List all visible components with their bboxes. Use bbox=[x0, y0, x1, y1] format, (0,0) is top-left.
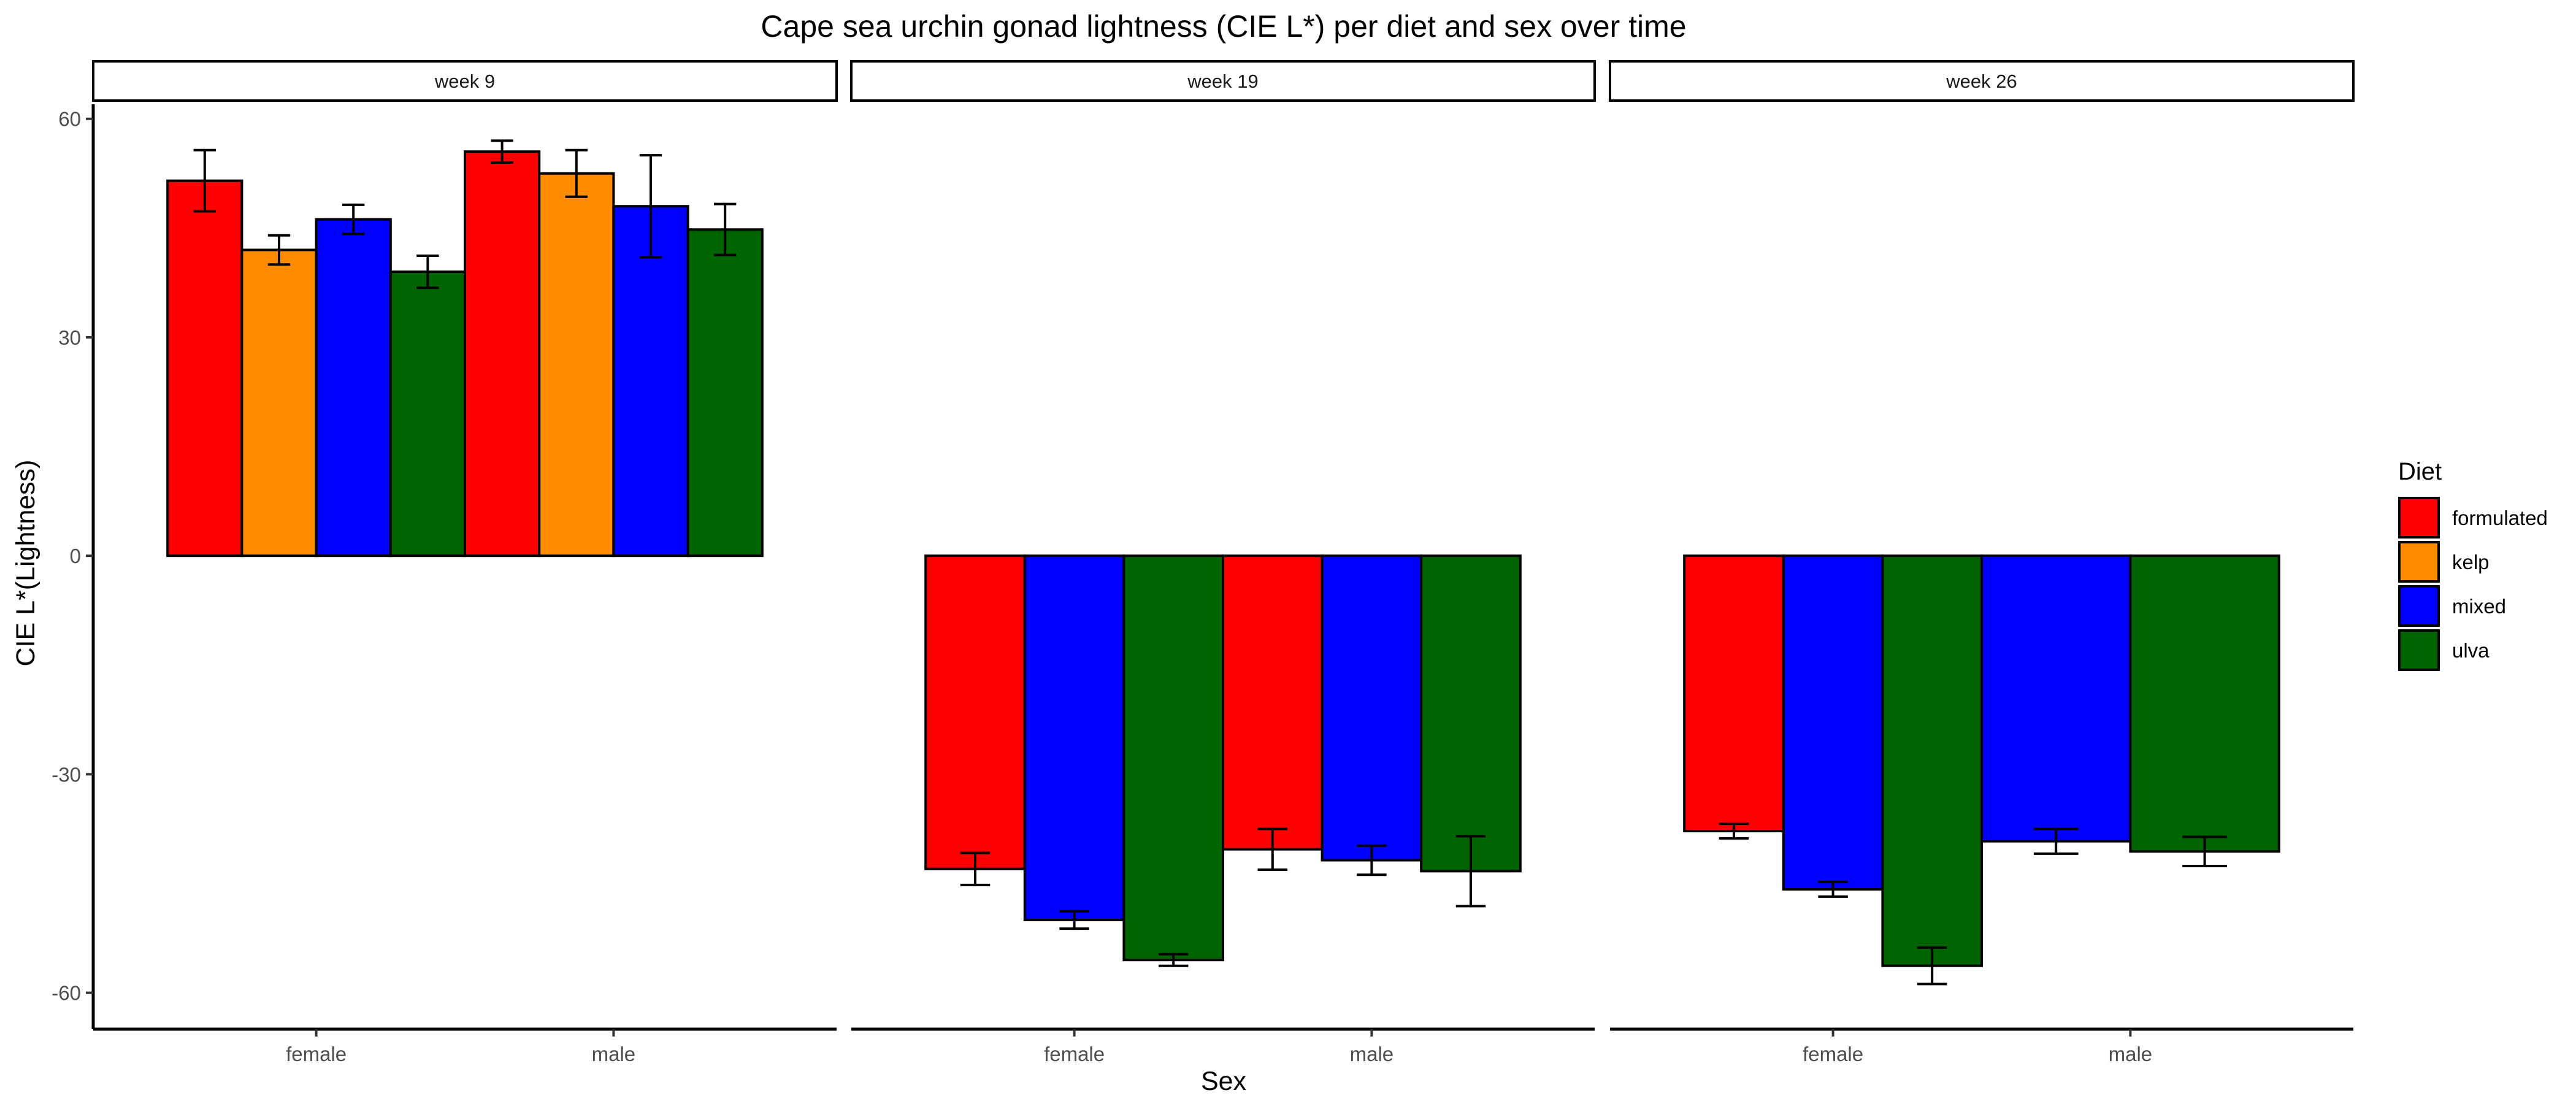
bar-male-ulva bbox=[686, 228, 764, 558]
legend-label-mixed: mixed bbox=[2452, 595, 2506, 618]
bar-male-mixed bbox=[1980, 554, 2132, 843]
legend-key-ulva bbox=[2398, 629, 2440, 671]
chart-title: Cape sea urchin gonad lightness (CIE L*)… bbox=[761, 9, 1686, 44]
strip-box bbox=[1609, 60, 2355, 102]
bar-female-formulated bbox=[924, 554, 1026, 870]
bar-female-mixed bbox=[1023, 554, 1125, 921]
bar-male-mixed bbox=[612, 205, 689, 558]
legend-label-ulva: ulva bbox=[2452, 639, 2490, 662]
bar-female-mixed bbox=[315, 218, 392, 558]
x-tick-label-female: female bbox=[1803, 1043, 1863, 1065]
x-tick-label-male: male bbox=[592, 1043, 636, 1065]
bar-male-kelp bbox=[538, 172, 615, 558]
y-tick-label: 0 bbox=[70, 545, 81, 567]
strip-label: week 9 bbox=[434, 71, 495, 92]
bar-female-ulva bbox=[1122, 554, 1225, 962]
bar-female-ulva bbox=[389, 270, 466, 558]
bar-male-formulated bbox=[464, 150, 541, 558]
bar-male-mixed bbox=[1321, 554, 1423, 862]
strip-label: week 26 bbox=[1945, 71, 2017, 92]
panel-week-19: week 19 female male bbox=[850, 60, 1596, 1065]
bar-female-formulated bbox=[166, 179, 243, 558]
x-tick-label-male: male bbox=[1350, 1043, 1394, 1065]
bar-male-ulva bbox=[2129, 554, 2280, 853]
strip-label: week 19 bbox=[1187, 71, 1258, 92]
y-tick-label: 60 bbox=[58, 108, 81, 131]
panel-week-9: week 9 female male 60 30 0 -30 -60 bbox=[52, 60, 838, 1065]
legend-title: Diet bbox=[2398, 458, 2442, 485]
x-tick-label-female: female bbox=[286, 1043, 347, 1065]
legend-key-kelp bbox=[2398, 541, 2440, 583]
strip-box bbox=[850, 60, 1596, 102]
bar-male-formulated bbox=[1222, 554, 1324, 851]
x-axis-title: Sex bbox=[1201, 1067, 1247, 1096]
legend-key-mixed bbox=[2398, 585, 2440, 627]
legend: Diet formulated kelp mixed ulva bbox=[2398, 458, 2548, 671]
legend-label-kelp: kelp bbox=[2452, 551, 2490, 573]
bar-male-ulva bbox=[1420, 554, 1522, 873]
bar-female-formulated bbox=[1683, 554, 1785, 833]
legend-key-formulated bbox=[2398, 497, 2440, 539]
panel-week-26: week 26 female male bbox=[1609, 60, 2355, 1065]
y-tick-label: -60 bbox=[52, 982, 81, 1005]
y-tick-label: 30 bbox=[58, 326, 81, 349]
panels: week 9 female male 60 30 0 -30 -60 week 19 female… bbox=[52, 60, 2355, 1065]
y-axis-title: CIE L*(Lightness) bbox=[11, 460, 40, 667]
legend-label-formulated: formulated bbox=[2452, 507, 2548, 529]
x-tick-label-male: male bbox=[2109, 1043, 2153, 1065]
bar-female-ulva bbox=[1881, 554, 1983, 967]
bar-female-kelp bbox=[240, 248, 318, 558]
x-tick-label-female: female bbox=[1044, 1043, 1105, 1065]
strip-box bbox=[92, 60, 838, 102]
y-tick-label: -30 bbox=[52, 763, 81, 786]
bar-female-mixed bbox=[1782, 554, 1884, 891]
